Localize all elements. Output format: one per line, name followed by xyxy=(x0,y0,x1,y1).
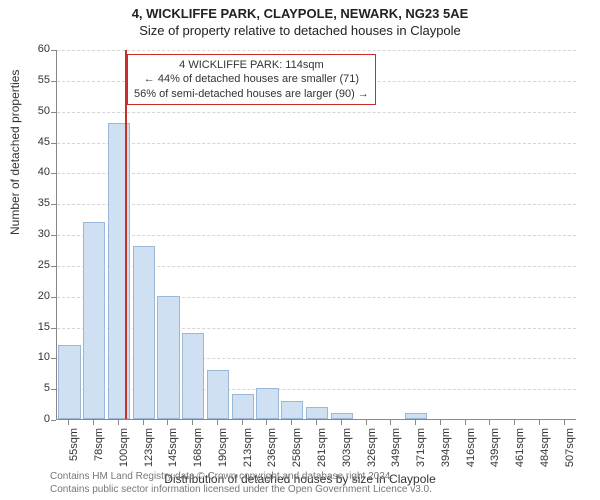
x-tick-mark xyxy=(266,420,267,425)
grid-line xyxy=(57,112,576,113)
x-tick-label: 100sqm xyxy=(118,428,130,468)
histogram-bar xyxy=(133,246,155,419)
y-tick-mark xyxy=(51,112,56,113)
y-axis-title: Number of detached properties xyxy=(8,70,22,235)
x-tick-mark xyxy=(390,420,391,425)
x-tick-mark xyxy=(366,420,367,425)
histogram-bar xyxy=(232,394,254,419)
x-tick-mark xyxy=(316,420,317,425)
x-tick-label: 394sqm xyxy=(440,428,452,468)
chart-container: 4, WICKLIFFE PARK, CLAYPOLE, NEWARK, NG2… xyxy=(0,0,600,500)
y-tick-label: 60 xyxy=(20,43,50,55)
y-tick-mark xyxy=(51,81,56,82)
marker-line xyxy=(125,50,127,419)
y-tick-label: 55 xyxy=(20,74,50,86)
x-tick-mark xyxy=(118,420,119,425)
x-tick-label: 349sqm xyxy=(390,428,402,468)
callout-line: 4 WICKLIFFE PARK: 114sqm xyxy=(134,58,369,72)
x-tick-mark xyxy=(291,420,292,425)
histogram-bar xyxy=(331,413,353,419)
grid-line xyxy=(57,235,576,236)
x-tick-label: 258sqm xyxy=(291,428,303,468)
x-tick-label: 371sqm xyxy=(415,428,427,468)
x-tick-mark xyxy=(465,420,466,425)
callout-line: ← 44% of detached houses are smaller (71… xyxy=(134,72,369,86)
y-tick-mark xyxy=(51,143,56,144)
histogram-bar xyxy=(405,413,427,419)
x-tick-label: 190sqm xyxy=(217,428,229,468)
x-tick-mark xyxy=(539,420,540,425)
y-tick-label: 20 xyxy=(20,290,50,302)
y-tick-label: 10 xyxy=(20,351,50,363)
x-tick-label: 168sqm xyxy=(192,428,204,468)
x-tick-label: 303sqm xyxy=(341,428,353,468)
x-tick-mark xyxy=(143,420,144,425)
x-tick-label: 213sqm xyxy=(242,428,254,468)
attribution-line-1: Contains HM Land Registry data © Crown c… xyxy=(50,471,432,484)
x-tick-mark xyxy=(93,420,94,425)
x-tick-mark xyxy=(564,420,565,425)
grid-line xyxy=(57,50,576,51)
y-tick-mark xyxy=(51,328,56,329)
attribution: Contains HM Land Registry data © Crown c… xyxy=(50,471,432,496)
x-tick-label: 236sqm xyxy=(266,428,278,468)
histogram-bar xyxy=(306,407,328,419)
x-tick-label: 507sqm xyxy=(564,428,576,468)
grid-line xyxy=(57,143,576,144)
histogram-bar xyxy=(157,296,179,419)
x-tick-label: 55sqm xyxy=(68,428,80,468)
y-tick-mark xyxy=(51,358,56,359)
y-tick-label: 35 xyxy=(20,197,50,209)
y-tick-label: 40 xyxy=(20,166,50,178)
y-tick-label: 0 xyxy=(20,413,50,425)
y-tick-mark xyxy=(51,266,56,267)
y-tick-mark xyxy=(51,235,56,236)
x-tick-mark xyxy=(415,420,416,425)
y-tick-label: 25 xyxy=(20,259,50,271)
x-tick-label: 281sqm xyxy=(316,428,328,468)
x-tick-label: 484sqm xyxy=(539,428,551,468)
attribution-line-2: Contains public sector information licen… xyxy=(50,484,432,497)
callout-line: 56% of semi-detached houses are larger (… xyxy=(134,87,369,101)
y-tick-label: 15 xyxy=(20,321,50,333)
plot-area: 4 WICKLIFFE PARK: 114sqm← 44% of detache… xyxy=(56,50,576,420)
x-tick-mark xyxy=(167,420,168,425)
chart-title-address: 4, WICKLIFFE PARK, CLAYPOLE, NEWARK, NG2… xyxy=(0,0,600,21)
y-tick-label: 5 xyxy=(20,382,50,394)
histogram-bar xyxy=(207,370,229,419)
x-tick-label: 416sqm xyxy=(465,428,477,468)
x-tick-mark xyxy=(192,420,193,425)
y-tick-label: 50 xyxy=(20,105,50,117)
x-tick-label: 123sqm xyxy=(143,428,155,468)
y-tick-label: 30 xyxy=(20,228,50,240)
x-tick-mark xyxy=(68,420,69,425)
marker-callout: 4 WICKLIFFE PARK: 114sqm← 44% of detache… xyxy=(127,54,376,105)
y-tick-mark xyxy=(51,50,56,51)
x-tick-label: 461sqm xyxy=(514,428,526,468)
x-tick-label: 326sqm xyxy=(366,428,378,468)
x-tick-mark xyxy=(341,420,342,425)
histogram-bar xyxy=(182,333,204,419)
histogram-bar xyxy=(281,401,303,420)
y-tick-mark xyxy=(51,297,56,298)
x-tick-mark xyxy=(440,420,441,425)
x-tick-mark xyxy=(489,420,490,425)
x-tick-mark xyxy=(217,420,218,425)
y-tick-mark xyxy=(51,173,56,174)
grid-line xyxy=(57,173,576,174)
y-tick-label: 45 xyxy=(20,136,50,148)
x-tick-label: 439sqm xyxy=(489,428,501,468)
y-tick-mark xyxy=(51,420,56,421)
histogram-bar xyxy=(83,222,105,419)
histogram-bar xyxy=(256,388,278,419)
grid-line xyxy=(57,204,576,205)
x-tick-mark xyxy=(514,420,515,425)
y-tick-mark xyxy=(51,204,56,205)
histogram-bar xyxy=(58,345,80,419)
y-tick-mark xyxy=(51,389,56,390)
x-tick-label: 145sqm xyxy=(167,428,179,468)
chart-subtitle: Size of property relative to detached ho… xyxy=(0,21,600,38)
x-tick-label: 78sqm xyxy=(93,428,105,468)
x-tick-mark xyxy=(242,420,243,425)
